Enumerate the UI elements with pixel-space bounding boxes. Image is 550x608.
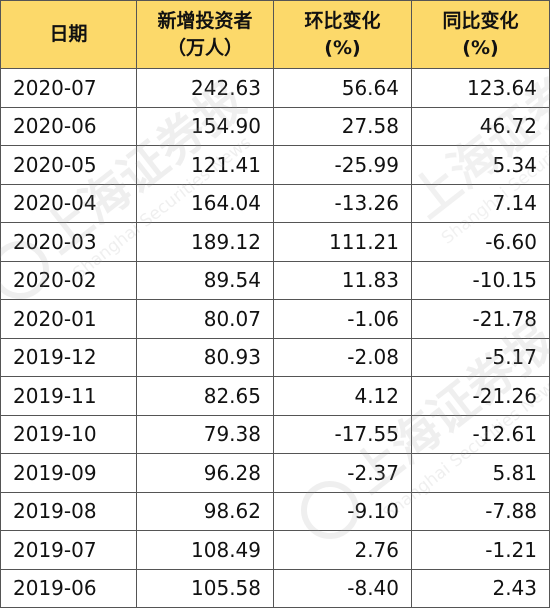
cell-date: 2019-10 bbox=[0, 414, 137, 454]
cell-new-investors: 121.41 bbox=[136, 145, 274, 185]
cell-new-investors: 80.07 bbox=[136, 299, 274, 339]
cell-yoy-change: -10.15 bbox=[411, 260, 550, 300]
cell-new-investors: 164.04 bbox=[136, 183, 274, 223]
cell-new-investors: 79.38 bbox=[136, 414, 274, 454]
cell-new-investors: 96.28 bbox=[136, 453, 274, 493]
cell-mom-change: 56.64 bbox=[273, 68, 412, 108]
table-row: 2020-07 242.63 56.64 123.64 bbox=[0, 68, 550, 108]
table-row: 2020-05 121.41 -25.99 5.34 bbox=[0, 145, 550, 185]
header-new-investors-unit: （万人） bbox=[166, 36, 243, 59]
header-yoy-change: 同比变化 (%) bbox=[411, 0, 550, 69]
cell-mom-change: -13.26 bbox=[273, 183, 412, 223]
table-row: 2020-01 80.07 -1.06 -21.78 bbox=[0, 299, 550, 339]
cell-date: 2019-06 bbox=[0, 568, 137, 608]
cell-yoy-change: 5.81 bbox=[411, 453, 550, 493]
table-row: 2020-02 89.54 11.83 -10.15 bbox=[0, 260, 550, 300]
cell-mom-change: 27.58 bbox=[273, 106, 412, 146]
cell-new-investors: 80.93 bbox=[136, 337, 274, 377]
header-date: 日期 bbox=[0, 0, 137, 69]
cell-new-investors: 242.63 bbox=[136, 68, 274, 108]
table-row: 2019-09 96.28 -2.37 5.81 bbox=[0, 453, 550, 493]
cell-date: 2019-12 bbox=[0, 337, 137, 377]
cell-date: 2019-07 bbox=[0, 530, 137, 570]
cell-date: 2019-08 bbox=[0, 491, 137, 531]
header-mom-change-unit: (%) bbox=[324, 36, 361, 59]
cell-new-investors: 189.12 bbox=[136, 222, 274, 262]
cell-mom-change: 4.12 bbox=[273, 376, 412, 416]
header-yoy-change-unit: (%) bbox=[462, 36, 499, 59]
cell-mom-change: -1.06 bbox=[273, 299, 412, 339]
table-row: 2020-06 154.90 27.58 46.72 bbox=[0, 106, 550, 146]
cell-mom-change: -17.55 bbox=[273, 414, 412, 454]
table-row: 2019-08 98.62 -9.10 -7.88 bbox=[0, 491, 550, 531]
cell-yoy-change: -5.17 bbox=[411, 337, 550, 377]
cell-yoy-change: -6.60 bbox=[411, 222, 550, 262]
cell-mom-change: 111.21 bbox=[273, 222, 412, 262]
table-row: 2019-10 79.38 -17.55 -12.61 bbox=[0, 414, 550, 454]
cell-new-investors: 154.90 bbox=[136, 106, 274, 146]
cell-date: 2020-01 bbox=[0, 299, 137, 339]
cell-date: 2020-02 bbox=[0, 260, 137, 300]
header-yoy-change-label: 同比变化 bbox=[442, 9, 519, 32]
cell-new-investors: 108.49 bbox=[136, 530, 274, 570]
header-date-label: 日期 bbox=[49, 23, 88, 45]
cell-yoy-change: 123.64 bbox=[411, 68, 550, 108]
header-new-investors: 新增投资者 （万人） bbox=[136, 0, 274, 69]
cell-mom-change: 2.76 bbox=[273, 530, 412, 570]
cell-yoy-change: -12.61 bbox=[411, 414, 550, 454]
cell-yoy-change: 46.72 bbox=[411, 106, 550, 146]
cell-date: 2020-05 bbox=[0, 145, 137, 185]
cell-mom-change: -25.99 bbox=[273, 145, 412, 185]
header-mom-change-label: 环比变化 bbox=[304, 9, 381, 32]
table-row: 2019-12 80.93 -2.08 -5.17 bbox=[0, 337, 550, 377]
table-row: 2020-04 164.04 -13.26 7.14 bbox=[0, 183, 550, 223]
table-row: 2019-07 108.49 2.76 -1.21 bbox=[0, 530, 550, 570]
cell-yoy-change: -1.21 bbox=[411, 530, 550, 570]
cell-yoy-change: -21.26 bbox=[411, 376, 550, 416]
table-body: 2020-07 242.63 56.64 123.64 2020-06 154.… bbox=[0, 68, 550, 608]
cell-new-investors: 89.54 bbox=[136, 260, 274, 300]
cell-new-investors: 105.58 bbox=[136, 568, 274, 608]
header-new-investors-label: 新增投资者 bbox=[157, 9, 253, 32]
cell-date: 2019-11 bbox=[0, 376, 137, 416]
cell-date: 2020-04 bbox=[0, 183, 137, 223]
cell-mom-change: -9.10 bbox=[273, 491, 412, 531]
cell-yoy-change: -21.78 bbox=[411, 299, 550, 339]
cell-mom-change: 11.83 bbox=[273, 260, 412, 300]
cell-new-investors: 98.62 bbox=[136, 491, 274, 531]
cell-mom-change: -2.08 bbox=[273, 337, 412, 377]
cell-yoy-change: -7.88 bbox=[411, 491, 550, 531]
cell-mom-change: -8.40 bbox=[273, 568, 412, 608]
header-row: 日期 新增投资者 （万人） 环比变化 (%) 同比变化 (%) bbox=[0, 0, 550, 69]
cell-date: 2020-07 bbox=[0, 68, 137, 108]
cell-yoy-change: 5.34 bbox=[411, 145, 550, 185]
table-header: 日期 新增投资者 （万人） 环比变化 (%) 同比变化 (%) bbox=[0, 0, 550, 69]
cell-date: 2020-03 bbox=[0, 222, 137, 262]
table-row: 2019-06 105.58 -8.40 2.43 bbox=[0, 568, 550, 608]
cell-yoy-change: 2.43 bbox=[411, 568, 550, 608]
header-mom-change: 环比变化 (%) bbox=[273, 0, 412, 69]
cell-new-investors: 82.65 bbox=[136, 376, 274, 416]
table-row: 2019-11 82.65 4.12 -21.26 bbox=[0, 376, 550, 416]
cell-date: 2020-06 bbox=[0, 106, 137, 146]
cell-yoy-change: 7.14 bbox=[411, 183, 550, 223]
table-row: 2020-03 189.12 111.21 -6.60 bbox=[0, 222, 550, 262]
cell-date: 2019-09 bbox=[0, 453, 137, 493]
cell-mom-change: -2.37 bbox=[273, 453, 412, 493]
